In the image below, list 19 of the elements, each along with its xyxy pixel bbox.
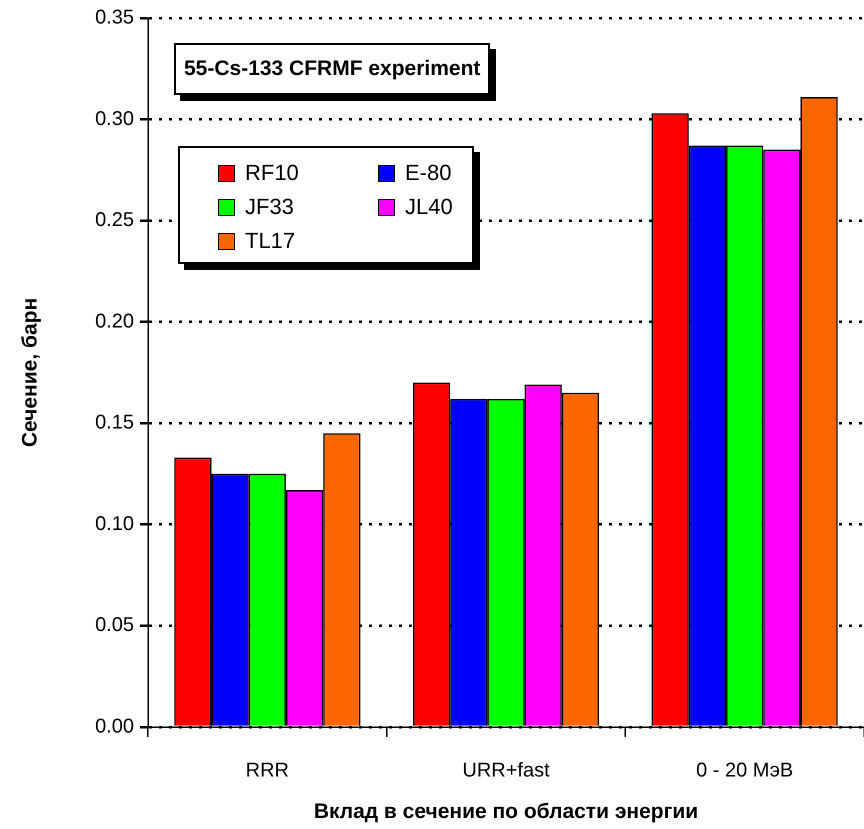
y-tick-label: 0.10 [95, 512, 134, 535]
legend-label: JF33 [245, 194, 294, 220]
text: 55-Cs-133 CFRMF experiment [174, 43, 490, 95]
y-tick-label: 0.30 [95, 108, 134, 130]
y-tick-label: 0.05 [95, 614, 134, 636]
y-tick-label: 0.35 [95, 6, 134, 29]
y-tick-label: 0.25 [95, 209, 134, 232]
x-tick-label: RRR [246, 760, 290, 782]
x-axis-title: Вклад в сечение по области энергии [314, 800, 698, 824]
legend-label: RF10 [245, 160, 299, 186]
y-tick-label: 0.00 [95, 716, 134, 738]
legend-label: JL40 [405, 194, 453, 220]
y-axis-title: Сечение, барн [18, 298, 42, 448]
legend-label: E-80 [405, 160, 452, 186]
x-tick-label: 0 - 20 МэВ [696, 760, 794, 782]
y-tick-label: 0.20 [95, 310, 134, 332]
legend-label: TL17 [245, 228, 296, 254]
y-tick-label: 0.15 [95, 412, 134, 434]
x-tick-label: URR+fast [462, 760, 550, 782]
